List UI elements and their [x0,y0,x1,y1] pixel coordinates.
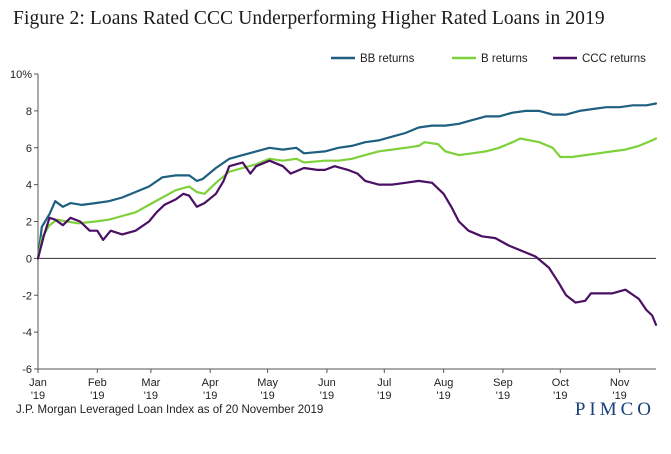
y-tick-label: 6 [26,143,32,155]
x-tick-label-month: May [257,377,278,389]
pimco-logo: PIMCO [574,399,655,420]
y-tick-label: 0 [26,253,32,265]
x-tick-label-year: '19 [436,390,450,402]
legend-label-b: B returns [481,53,528,65]
x-tick-label-month: Apr [202,377,219,389]
x-tick-label-month: Feb [88,377,107,389]
x-tick-label-year: '19 [553,390,567,402]
x-tick-label-year: '19 [260,390,274,402]
x-tick-label-month: Sep [493,377,513,389]
x-tick-label-year: '19 [496,390,510,402]
y-tick-label: -4 [22,327,32,339]
series-line-b [36,137,658,260]
y-tick-label: 4 [26,180,32,192]
x-tick-label-year: '19 [90,390,104,402]
x-tick-label-month: Mar [141,377,160,389]
x-tick-label-year: '19 [612,390,626,402]
series-line-ccc [36,159,658,326]
x-tick-label-month: Jul [377,377,391,389]
x-tick-label-year: '19 [320,390,334,402]
x-tick-label-month: Jan [29,377,47,389]
y-tick-label: 2 [26,217,32,229]
x-tick-label-month: Oct [552,377,569,389]
y-tick-label: -2 [22,290,32,302]
legend-label-ccc: CCC returns [582,53,646,65]
legend-label-bb: BB returns [360,53,415,65]
y-tick-label: 10% [10,69,32,81]
x-tick-label-month: Nov [610,377,630,389]
x-tick-label-month: Jun [318,377,336,389]
y-tick-label: 8 [26,106,32,118]
x-tick-label-year: '19 [203,390,217,402]
x-tick-label-year: '19 [144,390,158,402]
x-tick-label-year: '19 [31,390,45,402]
series-layer [36,102,658,326]
y-axis: 10% 8 6 4 2 0 -2 -4 -6 [10,69,656,376]
y-tick-label: -6 [22,364,32,376]
x-tick-label-year: '19 [377,390,391,402]
series-line-bb [36,102,658,260]
legend: BB returns B returns CCC returns [331,53,646,65]
source-note: J.P. Morgan Leveraged Loan Index as of 2… [16,404,324,416]
x-tick-label-month: Aug [434,377,454,389]
x-axis: Jan'19Feb'19Mar'19Apr'19May'19Jun'19Jul'… [29,368,656,402]
chart-title: Figure 2: Loans Rated CCC Underperformin… [13,8,605,29]
